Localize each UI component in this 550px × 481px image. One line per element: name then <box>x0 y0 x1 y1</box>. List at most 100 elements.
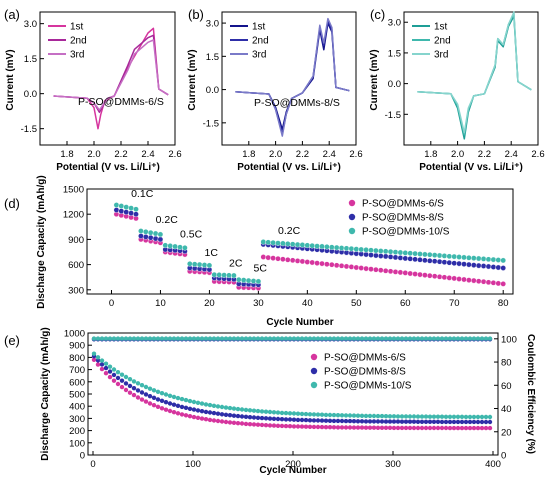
panel-e-capacity-point <box>315 412 321 417</box>
panel-a-legend-label: 1st <box>70 22 84 33</box>
panel-e-capacity-point <box>407 419 413 424</box>
panel-e-capacity-point <box>251 408 257 413</box>
panel-e-capacity-point <box>423 425 429 431</box>
panel-c-legend-label: 3rd <box>434 50 448 61</box>
panel-d-point <box>436 258 443 265</box>
panel-e-capacity-point <box>483 419 489 425</box>
panel-e-efficiency-point <box>319 336 325 341</box>
panel-e-capacity-point <box>235 421 241 426</box>
panel-d-point <box>422 251 428 258</box>
panel-e-efficiency-point <box>235 336 241 341</box>
panel-e-legend-label: P-SO@DMMs-10/S <box>324 381 412 392</box>
panel-e-efficiency-point <box>131 336 137 341</box>
panel-e-efficiency-point <box>411 336 417 341</box>
panel-e-capacity-point <box>443 425 449 431</box>
panel-e-capacity-point <box>155 389 161 394</box>
panel-e-capacity-point <box>259 422 265 428</box>
panel-d-point <box>113 202 120 208</box>
panel-d-point <box>363 265 369 272</box>
panel-e-efficiency-point <box>167 336 173 341</box>
panel-d-point <box>485 256 492 263</box>
panel-e-capacity-point <box>311 412 317 417</box>
panel-e-efficiency-point <box>103 336 109 341</box>
panel-e-efficiency-point <box>439 336 445 341</box>
panel-e-capacity-point <box>339 413 345 418</box>
panel-e-capacity-point <box>459 414 465 419</box>
panel-e-efficiency-point <box>395 336 401 341</box>
panel-e-capacity-point <box>187 398 193 404</box>
panel-e-capacity-point <box>467 425 473 431</box>
panel-d-point <box>358 265 365 271</box>
panel-e-capacity-point <box>435 414 441 419</box>
panel-d-legend-marker <box>348 199 356 207</box>
panel-d-point <box>495 280 502 287</box>
panel-e-capacity-point <box>479 414 485 420</box>
panel-d-xtick-label: 10 <box>155 298 166 309</box>
panel-d-point <box>118 203 125 209</box>
panel-e-capacity-point <box>487 419 493 425</box>
panel-e-efficiency-point <box>423 336 429 341</box>
panel-e-xtick-label: 200 <box>285 459 301 470</box>
panel-e-capacity-point <box>195 408 201 413</box>
panel-e-capacity-point <box>311 424 317 430</box>
panel-c-xtick-label: 2.4 <box>505 149 518 160</box>
panel-e-capacity-point <box>239 407 245 412</box>
panel-e-capacity-point <box>95 355 101 360</box>
panel-e-capacity-point <box>447 425 453 431</box>
panel-d-point <box>456 254 462 260</box>
panel-d-point <box>417 271 423 278</box>
panel-e-capacity-point <box>199 401 205 406</box>
panel-e-capacity-point <box>183 397 189 403</box>
panel-b-xtick-label: 2.4 <box>323 149 336 160</box>
panel-a-legend-label: 3rd <box>70 50 84 61</box>
panel-d-point <box>368 252 374 258</box>
panel-d-ylabel: Discharge Capacity (mAh/g) <box>36 175 47 308</box>
panel-d-point <box>373 266 379 273</box>
panel-d-legend-label: P-SO@DMMs-8/S <box>362 213 444 224</box>
panel-e-capacity-point <box>435 425 441 431</box>
panel-d-point <box>284 256 291 263</box>
panel-e-efficiency-point <box>375 336 381 341</box>
panel-d-point <box>417 251 423 257</box>
panel-e-capacity-point <box>395 425 401 431</box>
panel-e-capacity-point <box>187 414 193 419</box>
panel-e-capacity-point <box>447 414 453 419</box>
panel-e-capacity-point <box>443 419 449 425</box>
panel-e-efficiency-point <box>339 336 345 341</box>
panel-c-xtick-label: 2.6 <box>531 149 544 160</box>
panel-d-point <box>328 244 335 250</box>
panel-e-capacity-point <box>163 392 169 397</box>
panel-e-capacity-point <box>363 425 369 430</box>
panel-e-efficiency-point <box>483 336 489 341</box>
panel-e-capacity-point <box>175 411 181 416</box>
panel-e-efficiency-point <box>187 336 193 341</box>
panel-d-point <box>270 255 276 261</box>
panel-e-capacity-point <box>319 412 325 417</box>
panel-e-capacity-point <box>271 416 277 421</box>
panel-e-capacity-point <box>463 414 469 420</box>
panel-d-point <box>358 246 365 253</box>
panel-d-point <box>446 259 453 266</box>
panel-d-point <box>265 254 272 261</box>
panel-e-capacity-point <box>347 425 353 430</box>
panel-e-capacity-point <box>351 413 357 418</box>
panel-e-capacity-point <box>163 400 169 405</box>
panel-d-point <box>426 272 433 279</box>
panel-e-efficiency-point <box>267 336 273 341</box>
panel-d-point <box>470 277 477 284</box>
panel-e-efficiency-point <box>379 336 385 341</box>
panel-e-ytick-label: 500 <box>69 390 85 401</box>
panel-e-capacity-point <box>95 362 101 367</box>
panel-e-efficiency-point <box>227 336 233 341</box>
panel-e-capacity-point <box>367 425 373 430</box>
panel-e-capacity-point <box>315 418 321 423</box>
panel-d-point <box>328 261 335 268</box>
panel-e-capacity-point <box>291 424 297 429</box>
panel-e-capacity-point <box>127 383 133 389</box>
panel-d-point <box>387 254 394 260</box>
panel-d-point <box>475 255 482 262</box>
panel-a-series-3-line <box>53 39 169 111</box>
panel-e-capacity-point <box>215 418 221 424</box>
panel-c: (c) 1.8 2.0 2.2 2.4 2.6 -1.5 0.0 1.5 3.0 1st 2nd 3… <box>369 7 545 173</box>
panel-d-point <box>280 256 286 263</box>
